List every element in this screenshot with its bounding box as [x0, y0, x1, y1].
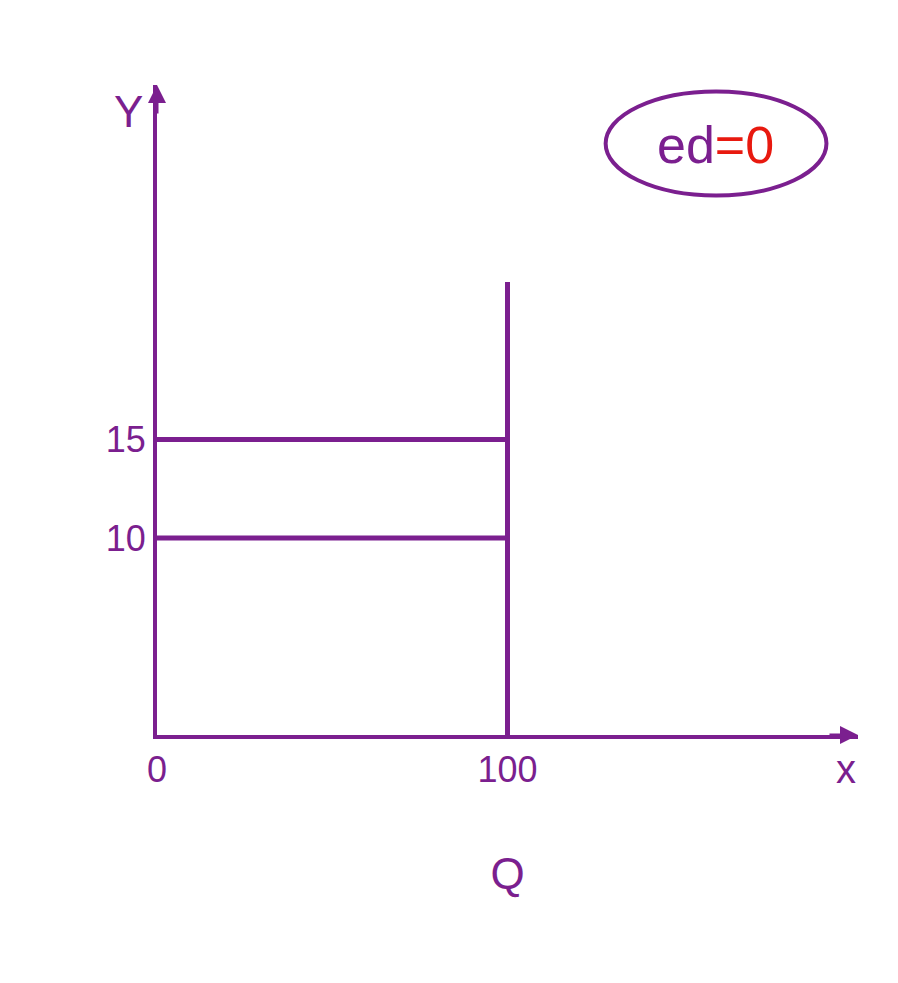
- svg-text:Q: Q: [490, 849, 524, 898]
- svg-text:ed=0: ed=0: [657, 116, 774, 174]
- svg-text:100: 100: [477, 749, 537, 790]
- svg-text:15: 15: [106, 419, 146, 460]
- svg-text:Y: Y: [114, 87, 143, 136]
- svg-text:10: 10: [106, 518, 146, 559]
- svg-text:x: x: [836, 747, 856, 791]
- svg-text:0: 0: [147, 749, 167, 790]
